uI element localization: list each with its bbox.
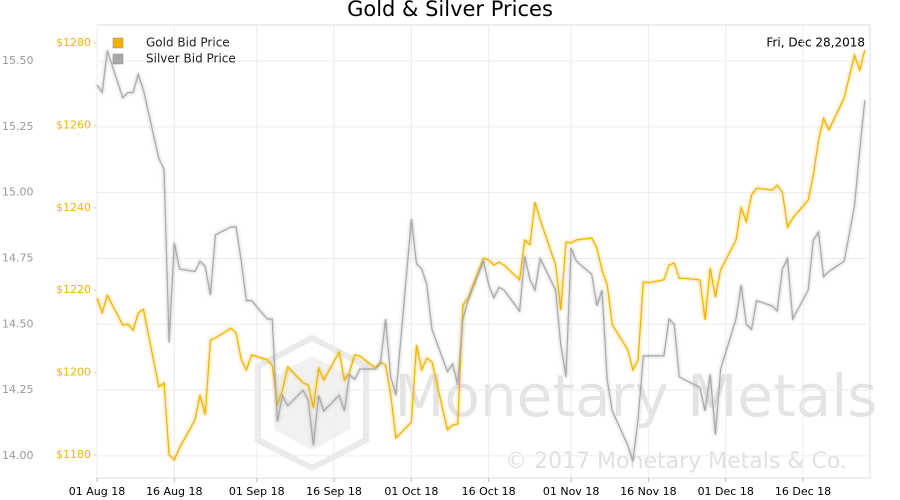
x-tick-label: 16 Oct 18: [462, 485, 516, 498]
y-tick-label: $1180: [56, 448, 91, 461]
x-tick-label: 01 Aug 18: [69, 485, 125, 498]
chart-title: Gold & Silver Prices: [347, 0, 553, 21]
x-tick-label: 01 Sep 18: [229, 485, 285, 498]
x-tick-label: 01 Nov 18: [543, 485, 599, 498]
y2-tick-label: 14.75: [2, 251, 34, 264]
y2-tick-label: 14.50: [2, 317, 34, 330]
legend-label: Gold Bid Price: [146, 36, 230, 50]
copyright: © 2017 Monetary Metals & Co.: [505, 449, 847, 474]
legend-swatch: [112, 53, 124, 65]
y-tick-label: $1220: [56, 283, 91, 296]
y2-tick-label: 14.00: [2, 449, 34, 462]
x-tick-label: 16 Dec 18: [775, 485, 831, 498]
x-tick-label: 16 Nov 18: [620, 485, 676, 498]
x-tick-label: 01 Oct 18: [384, 485, 438, 498]
y-tick-label: $1260: [56, 118, 91, 131]
y2-tick-label: 15.50: [2, 54, 34, 67]
y-tick-label: $1200: [56, 366, 91, 379]
y-tick-label: $1280: [56, 36, 91, 49]
date-label: Fri, Dec 28,2018: [766, 36, 865, 50]
x-tick-label: 16 Sep 18: [306, 485, 362, 498]
y2-tick-label: 15.25: [2, 120, 34, 133]
legend-label: Silver Bid Price: [146, 52, 236, 66]
y2-tick-label: 15.00: [2, 186, 34, 199]
y2-tick-label: 14.25: [2, 383, 34, 396]
series-line: [96, 50, 866, 462]
series-line: [96, 49, 866, 461]
x-tick-label: 01 Dec 18: [698, 485, 754, 498]
y-tick-label: $1240: [56, 201, 91, 214]
legend-swatch: [112, 37, 124, 49]
watermark-text: Monetary Metals: [394, 362, 877, 430]
x-tick-label: 16 Aug 18: [146, 485, 202, 498]
